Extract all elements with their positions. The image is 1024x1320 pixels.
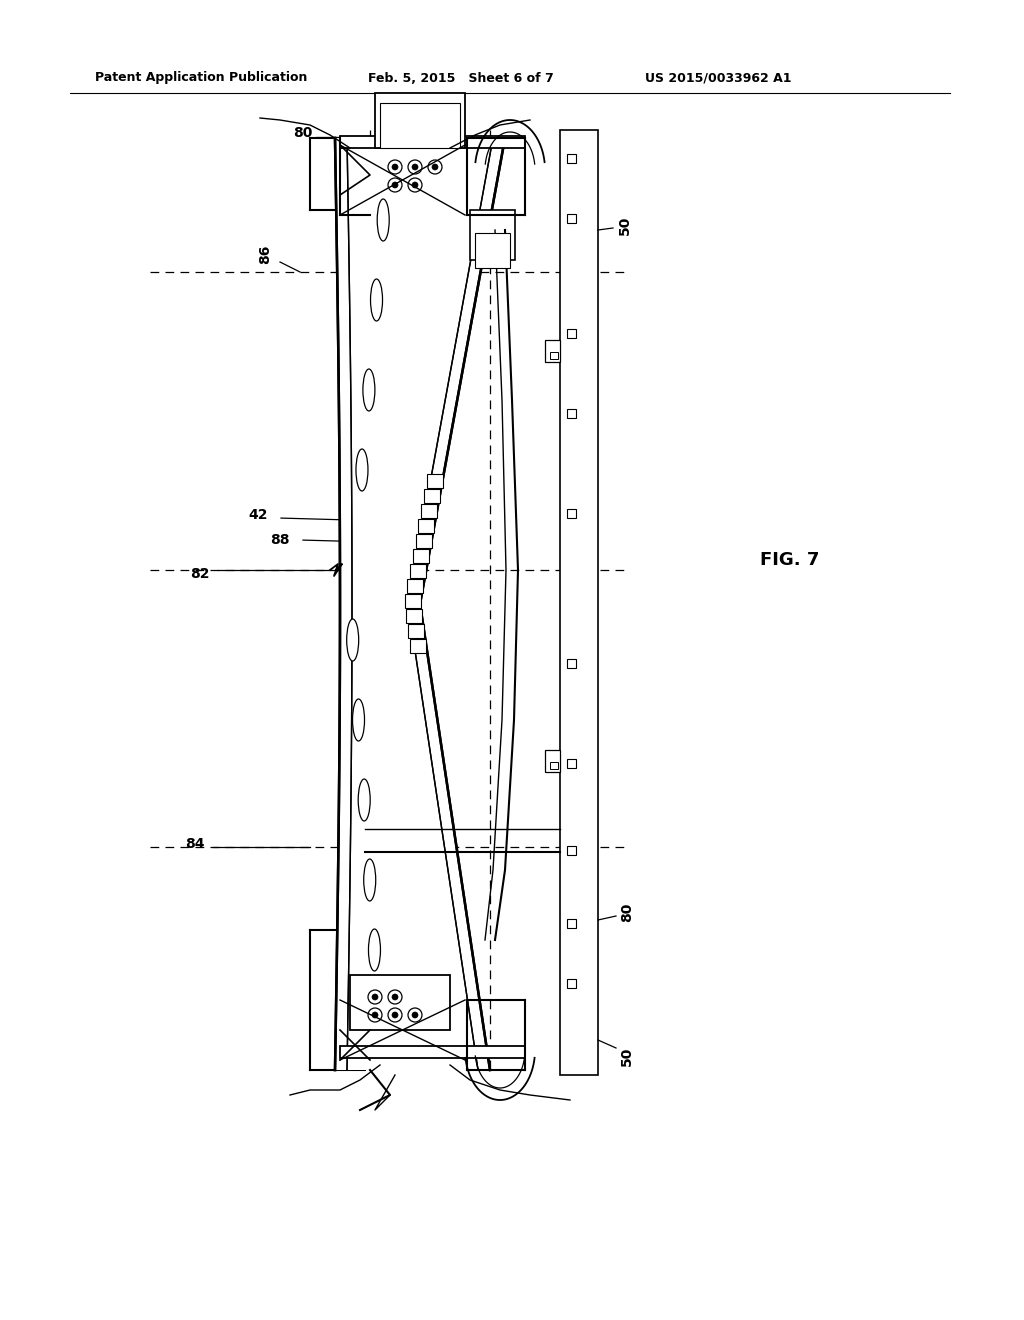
Text: 82: 82 bbox=[190, 568, 210, 581]
Ellipse shape bbox=[358, 779, 371, 821]
Ellipse shape bbox=[362, 370, 375, 411]
Bar bbox=[567, 759, 575, 768]
Text: FIG. 7: FIG. 7 bbox=[760, 550, 819, 569]
Bar bbox=[411, 639, 426, 653]
Circle shape bbox=[392, 994, 398, 1001]
Circle shape bbox=[392, 182, 398, 187]
Text: US 2015/0033962 A1: US 2015/0033962 A1 bbox=[645, 71, 792, 84]
Circle shape bbox=[412, 1012, 418, 1018]
Bar bbox=[545, 750, 560, 772]
Circle shape bbox=[388, 178, 402, 191]
Bar bbox=[567, 659, 575, 668]
Circle shape bbox=[372, 994, 378, 1001]
Bar bbox=[406, 609, 422, 623]
Circle shape bbox=[388, 1008, 402, 1022]
Text: 50: 50 bbox=[618, 215, 632, 235]
Circle shape bbox=[388, 160, 402, 174]
Bar bbox=[567, 409, 575, 418]
Circle shape bbox=[392, 1012, 398, 1018]
Bar bbox=[375, 92, 465, 148]
Ellipse shape bbox=[371, 279, 383, 321]
Text: 84: 84 bbox=[185, 837, 205, 851]
Circle shape bbox=[408, 178, 422, 191]
Ellipse shape bbox=[364, 859, 376, 902]
Bar bbox=[550, 352, 558, 359]
Bar bbox=[408, 579, 424, 593]
Text: Patent Application Publication: Patent Application Publication bbox=[95, 71, 307, 84]
Bar bbox=[421, 504, 437, 517]
Text: 80: 80 bbox=[293, 125, 312, 140]
Circle shape bbox=[432, 164, 438, 170]
Bar bbox=[567, 154, 575, 162]
Bar bbox=[340, 136, 525, 148]
Text: 80: 80 bbox=[620, 903, 634, 921]
Bar bbox=[475, 234, 510, 268]
Ellipse shape bbox=[352, 700, 365, 741]
Bar bbox=[411, 564, 426, 578]
Bar bbox=[419, 519, 434, 533]
Text: 50: 50 bbox=[620, 1047, 634, 1065]
Bar bbox=[545, 341, 560, 362]
Text: 88: 88 bbox=[270, 533, 290, 546]
Text: Feb. 5, 2015   Sheet 6 of 7: Feb. 5, 2015 Sheet 6 of 7 bbox=[368, 71, 554, 84]
Bar bbox=[408, 624, 424, 638]
Bar bbox=[560, 129, 598, 1074]
Bar bbox=[413, 549, 429, 564]
Circle shape bbox=[388, 990, 402, 1005]
Circle shape bbox=[368, 990, 382, 1005]
Ellipse shape bbox=[369, 929, 381, 972]
Circle shape bbox=[392, 164, 398, 170]
Bar bbox=[567, 214, 575, 223]
Polygon shape bbox=[335, 139, 505, 1071]
Circle shape bbox=[408, 1008, 422, 1022]
Circle shape bbox=[412, 182, 418, 187]
Circle shape bbox=[372, 1012, 378, 1018]
Ellipse shape bbox=[347, 619, 358, 661]
Bar bbox=[567, 919, 575, 928]
Bar bbox=[340, 1045, 525, 1059]
Bar bbox=[567, 510, 575, 517]
Bar bbox=[567, 979, 575, 987]
Bar bbox=[427, 474, 442, 488]
Circle shape bbox=[412, 164, 418, 170]
Circle shape bbox=[368, 1008, 382, 1022]
Bar bbox=[470, 210, 515, 260]
Bar bbox=[567, 329, 575, 338]
Bar bbox=[404, 594, 421, 609]
Bar bbox=[424, 488, 440, 503]
Bar bbox=[380, 103, 460, 148]
Circle shape bbox=[408, 160, 422, 174]
Text: 86: 86 bbox=[258, 244, 272, 264]
Ellipse shape bbox=[377, 199, 389, 242]
Circle shape bbox=[428, 160, 442, 174]
Ellipse shape bbox=[356, 449, 368, 491]
Bar bbox=[567, 846, 575, 855]
Bar bbox=[550, 762, 558, 770]
Text: 42: 42 bbox=[249, 508, 268, 521]
Bar bbox=[416, 535, 432, 548]
Bar bbox=[350, 975, 450, 1030]
